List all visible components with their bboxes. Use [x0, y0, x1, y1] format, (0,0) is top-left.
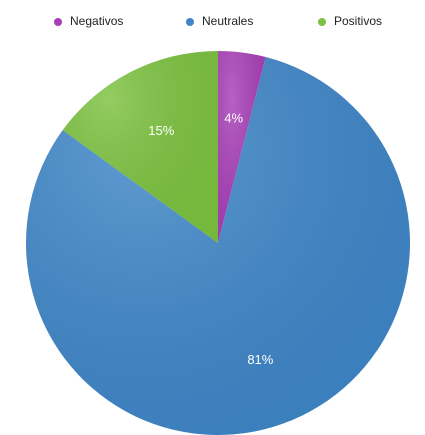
slice-shine: [25, 57, 410, 435]
pie: [25, 51, 410, 435]
legend-label: Negativos: [70, 14, 123, 28]
legend-label: Positivos: [334, 14, 382, 28]
legend: Negativos Neutrales Positivos: [54, 14, 382, 28]
legend-marker: [186, 18, 194, 26]
value-label: 81%: [247, 352, 273, 367]
legend-marker: [54, 18, 62, 26]
value-label: 4%: [224, 110, 243, 125]
value-label: 15%: [148, 123, 174, 138]
legend-label: Neutrales: [202, 14, 253, 28]
labels: 4% 81% 15%: [148, 110, 274, 367]
slice-shine: [62, 51, 219, 243]
legend-marker: [318, 18, 326, 26]
slice-shine: [218, 51, 266, 243]
